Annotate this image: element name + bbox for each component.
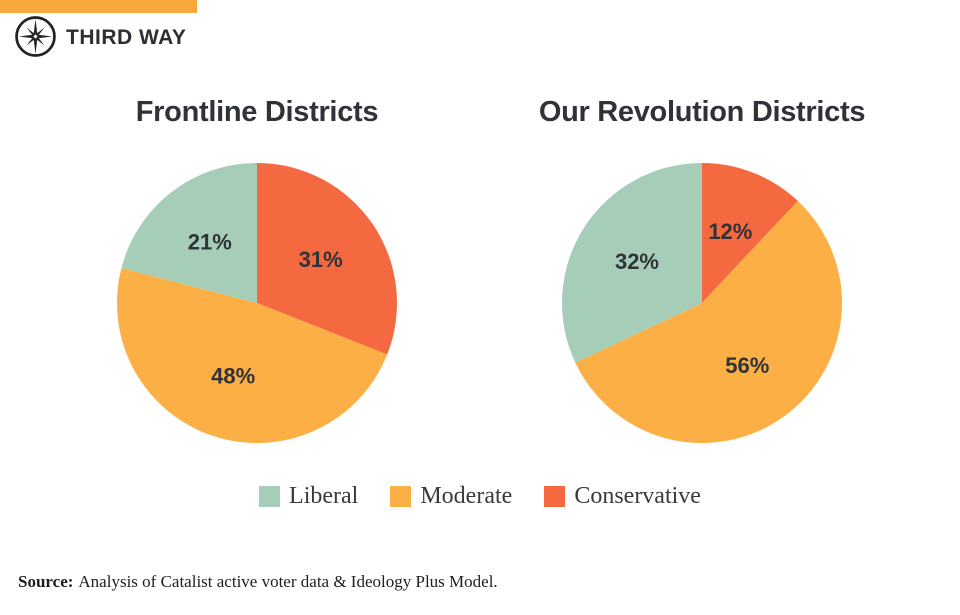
pie-slice-conservative [257, 163, 397, 355]
pie-chart-our-revolution: 12% 56% 32% [562, 163, 842, 443]
legend-item-conservative: Conservative [544, 483, 701, 509]
pie-slice-moderate [117, 268, 388, 443]
legend-label-moderate: Moderate [420, 483, 513, 509]
source-text: Analysis of Catalist active voter data &… [78, 572, 498, 591]
pie-slice-value-label: 32% [615, 249, 659, 274]
source-line: Source: Analysis of Catalist active voter… [18, 572, 498, 592]
legend-swatch-conservative [544, 486, 566, 507]
pie-slice-value-label: 56% [725, 353, 769, 378]
pie-slice-value-label: 12% [708, 219, 752, 244]
legend: Liberal Moderate Conservative [0, 483, 960, 509]
pie-slice-conservative [702, 163, 798, 303]
pie-slice-liberal [121, 163, 258, 303]
legend-item-liberal: Liberal [259, 483, 359, 509]
legend-swatch-liberal [259, 486, 281, 507]
brand-header: THIRD WAY [14, 15, 186, 58]
legend-label-conservative: Conservative [574, 483, 701, 509]
legend-item-moderate: Moderate [390, 483, 513, 509]
legend-label-liberal: Liberal [289, 483, 359, 509]
pie-slice-value-label: 48% [211, 364, 255, 389]
chart-title-frontline: Frontline Districts [135, 96, 379, 128]
brand-name: THIRD WAY [66, 25, 187, 49]
pie-slice-liberal [562, 163, 702, 363]
legend-swatch-moderate [390, 486, 412, 507]
pie-slice-moderate [575, 200, 842, 443]
pie-slice-value-label: 31% [299, 247, 343, 272]
pie-chart-frontline: 31% 48% 21% [117, 163, 397, 443]
chart-title-our-revolution: Our Revolution Districts [538, 96, 866, 128]
frontline-chart-section: Frontline Districts 31% 48% 21% [77, 95, 437, 448]
source-prefix: Source: [18, 572, 74, 591]
top-accent-bar [0, 0, 197, 13]
our-revolution-chart-section: Our Revolution Districts 12% 56% 32% [522, 95, 882, 448]
pie-slice-value-label: 21% [188, 230, 232, 255]
compass-icon [15, 16, 56, 57]
